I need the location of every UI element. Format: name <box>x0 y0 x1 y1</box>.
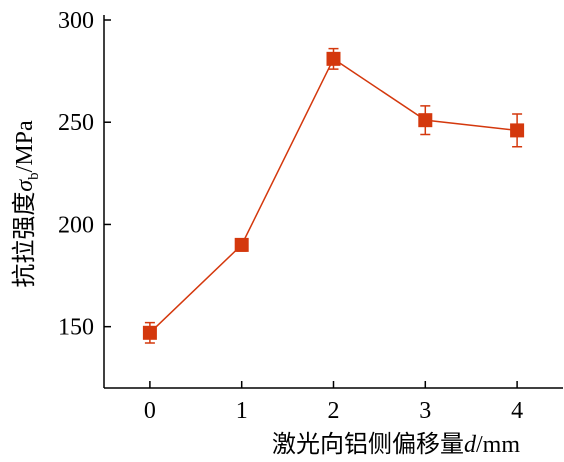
y-label-unit: /MPa <box>12 120 38 172</box>
marker <box>142 325 157 340</box>
x-label-text: 激光向铝侧偏移量 <box>272 431 464 458</box>
y-tick-label: 150 <box>58 315 94 341</box>
y-tick-label: 200 <box>58 212 94 238</box>
y-label-subscript: b <box>26 172 42 180</box>
x-tick-label: 1 <box>236 398 248 424</box>
y-axis-label: 抗拉强度σb/MPa <box>11 120 42 288</box>
y-label-symbol: σ <box>12 179 38 192</box>
marker <box>510 123 525 138</box>
x-label-symbol: d <box>464 432 477 458</box>
y-tick-label: 250 <box>58 110 94 136</box>
y-label-text: 抗拉强度 <box>11 192 38 288</box>
marker <box>234 237 249 252</box>
x-tick-label: 0 <box>144 398 156 424</box>
data-line <box>149 57 518 334</box>
marker <box>418 113 433 128</box>
x-tick-label: 3 <box>419 398 431 424</box>
x-tick-label: 4 <box>511 398 523 424</box>
y-tick-label: 300 <box>58 8 94 34</box>
x-tick-label: 2 <box>328 398 340 424</box>
x-label-unit: /mm <box>476 432 520 458</box>
x-axis-label: 激光向铝侧偏移量d/mm <box>272 431 520 458</box>
marker <box>326 51 341 66</box>
